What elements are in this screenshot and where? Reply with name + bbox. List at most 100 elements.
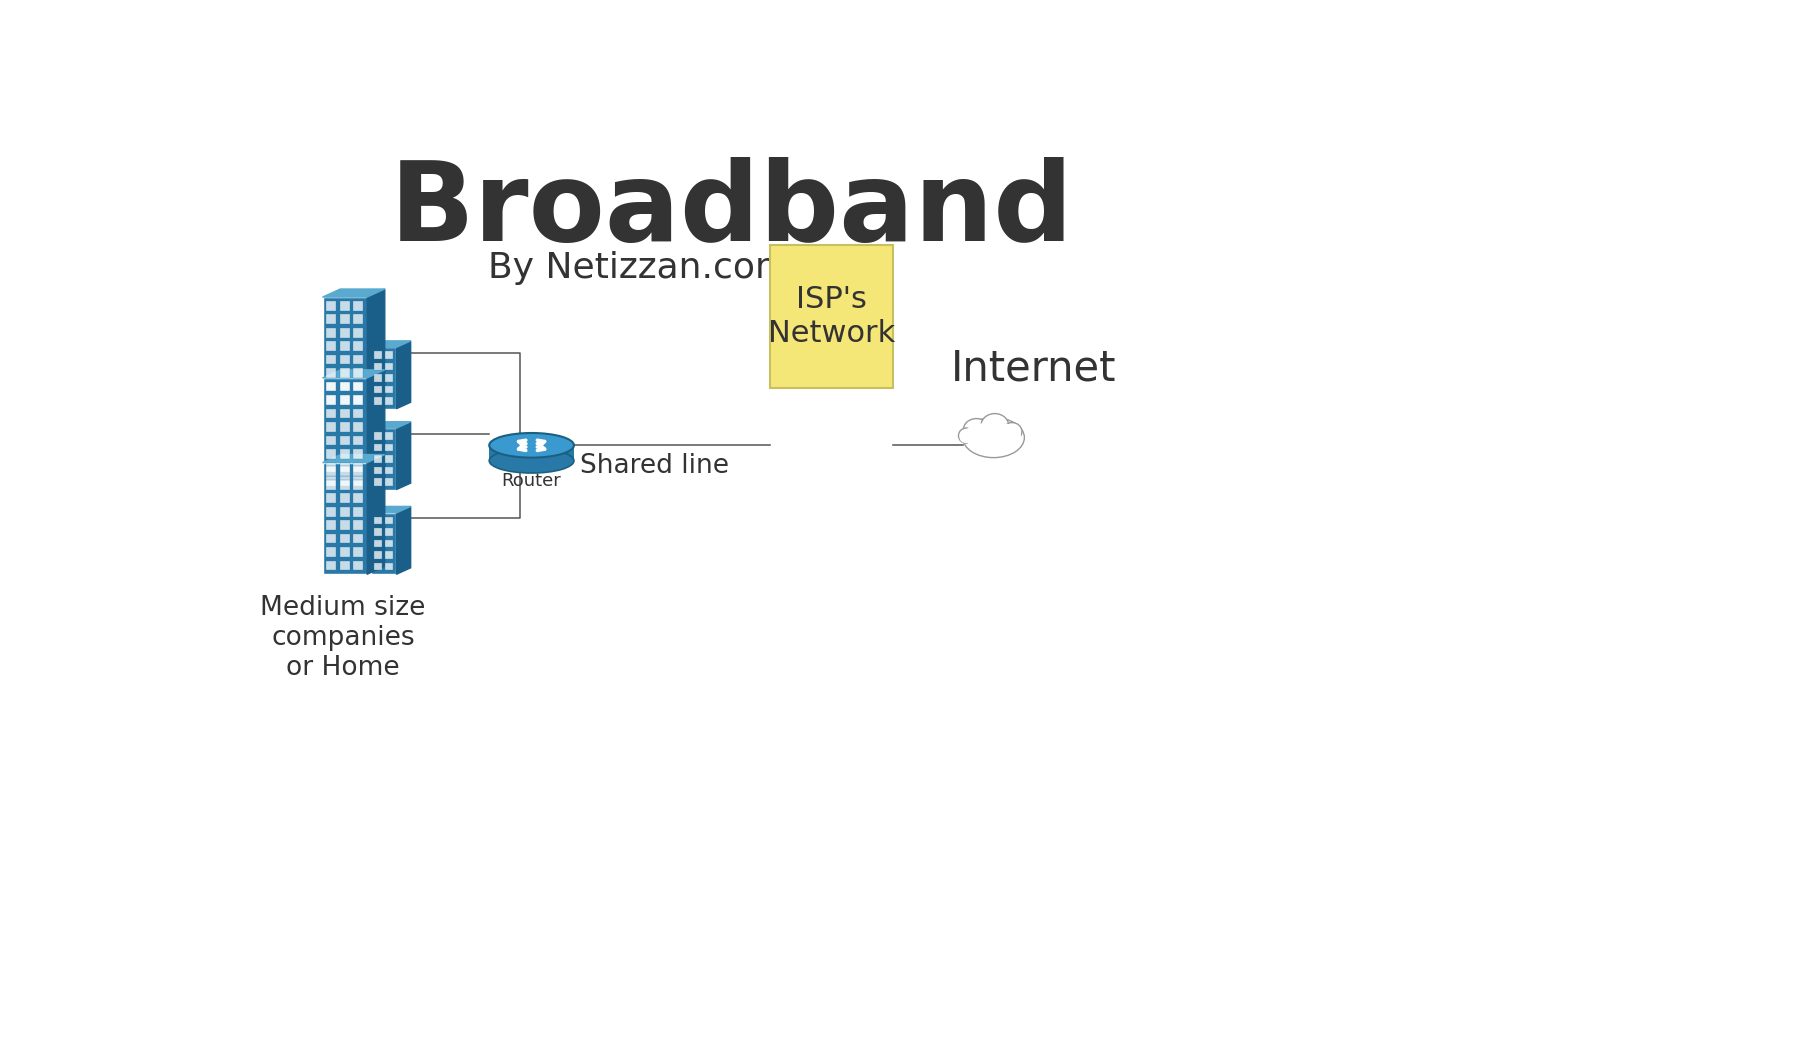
FancyBboxPatch shape xyxy=(339,355,350,365)
FancyBboxPatch shape xyxy=(385,443,392,452)
FancyBboxPatch shape xyxy=(370,512,397,574)
FancyBboxPatch shape xyxy=(354,533,363,544)
FancyBboxPatch shape xyxy=(374,517,381,524)
Text: Shared line: Shared line xyxy=(580,453,729,479)
FancyBboxPatch shape xyxy=(354,381,363,391)
FancyBboxPatch shape xyxy=(327,561,336,570)
FancyBboxPatch shape xyxy=(354,381,363,391)
FancyBboxPatch shape xyxy=(339,314,350,324)
FancyBboxPatch shape xyxy=(339,368,350,378)
FancyBboxPatch shape xyxy=(327,436,336,445)
Ellipse shape xyxy=(1001,422,1021,440)
FancyBboxPatch shape xyxy=(354,476,363,485)
Polygon shape xyxy=(370,421,410,429)
FancyBboxPatch shape xyxy=(354,521,363,530)
FancyBboxPatch shape xyxy=(339,561,350,570)
FancyBboxPatch shape xyxy=(354,409,363,418)
FancyBboxPatch shape xyxy=(339,409,350,418)
FancyBboxPatch shape xyxy=(354,314,363,324)
FancyBboxPatch shape xyxy=(354,436,363,445)
FancyBboxPatch shape xyxy=(327,494,336,503)
FancyBboxPatch shape xyxy=(327,409,336,418)
FancyBboxPatch shape xyxy=(374,466,381,475)
Polygon shape xyxy=(366,289,385,409)
FancyBboxPatch shape xyxy=(374,455,381,463)
Polygon shape xyxy=(366,455,385,574)
Ellipse shape xyxy=(965,425,987,440)
FancyBboxPatch shape xyxy=(385,517,392,524)
FancyBboxPatch shape xyxy=(339,476,350,485)
FancyBboxPatch shape xyxy=(374,363,381,370)
FancyBboxPatch shape xyxy=(374,386,381,393)
FancyBboxPatch shape xyxy=(327,507,336,517)
FancyBboxPatch shape xyxy=(385,478,392,485)
FancyBboxPatch shape xyxy=(385,551,392,559)
FancyBboxPatch shape xyxy=(327,301,336,310)
FancyBboxPatch shape xyxy=(374,374,381,381)
FancyBboxPatch shape xyxy=(374,397,381,405)
FancyBboxPatch shape xyxy=(354,342,363,351)
FancyBboxPatch shape xyxy=(339,301,350,310)
FancyBboxPatch shape xyxy=(385,455,392,463)
FancyBboxPatch shape xyxy=(354,395,363,405)
FancyBboxPatch shape xyxy=(354,422,363,432)
FancyBboxPatch shape xyxy=(327,314,336,324)
FancyBboxPatch shape xyxy=(339,507,350,517)
FancyBboxPatch shape xyxy=(327,480,336,489)
FancyBboxPatch shape xyxy=(339,494,350,503)
FancyBboxPatch shape xyxy=(354,561,363,570)
FancyBboxPatch shape xyxy=(354,368,363,378)
FancyBboxPatch shape xyxy=(370,347,397,409)
FancyBboxPatch shape xyxy=(339,547,350,556)
FancyBboxPatch shape xyxy=(385,466,392,475)
Text: By Netizzan.com: By Netizzan.com xyxy=(488,252,791,285)
FancyBboxPatch shape xyxy=(327,328,336,337)
FancyBboxPatch shape xyxy=(354,301,363,310)
FancyBboxPatch shape xyxy=(339,466,350,476)
FancyBboxPatch shape xyxy=(339,328,350,337)
FancyBboxPatch shape xyxy=(374,540,381,547)
Ellipse shape xyxy=(963,417,1025,458)
Polygon shape xyxy=(397,421,410,489)
FancyBboxPatch shape xyxy=(339,521,350,530)
FancyBboxPatch shape xyxy=(385,351,392,358)
FancyBboxPatch shape xyxy=(339,395,350,405)
FancyBboxPatch shape xyxy=(327,395,336,405)
FancyBboxPatch shape xyxy=(385,563,392,570)
FancyBboxPatch shape xyxy=(354,466,363,476)
FancyBboxPatch shape xyxy=(370,429,397,489)
FancyBboxPatch shape xyxy=(490,445,573,461)
FancyBboxPatch shape xyxy=(339,395,350,405)
Ellipse shape xyxy=(490,433,573,458)
FancyBboxPatch shape xyxy=(327,381,336,391)
FancyBboxPatch shape xyxy=(354,450,363,459)
FancyBboxPatch shape xyxy=(327,533,336,544)
FancyBboxPatch shape xyxy=(354,480,363,489)
FancyBboxPatch shape xyxy=(327,462,336,473)
FancyBboxPatch shape xyxy=(374,351,381,358)
FancyBboxPatch shape xyxy=(327,368,336,378)
FancyBboxPatch shape xyxy=(339,480,350,489)
FancyBboxPatch shape xyxy=(374,563,381,570)
FancyBboxPatch shape xyxy=(327,381,336,391)
FancyBboxPatch shape xyxy=(327,521,336,530)
Polygon shape xyxy=(397,341,410,409)
FancyBboxPatch shape xyxy=(354,395,363,405)
FancyBboxPatch shape xyxy=(354,494,363,503)
FancyBboxPatch shape xyxy=(385,363,392,370)
FancyBboxPatch shape xyxy=(327,342,336,351)
Polygon shape xyxy=(397,506,410,574)
FancyBboxPatch shape xyxy=(339,533,350,544)
FancyBboxPatch shape xyxy=(327,450,336,459)
FancyBboxPatch shape xyxy=(385,540,392,547)
FancyBboxPatch shape xyxy=(339,422,350,432)
FancyBboxPatch shape xyxy=(327,466,336,476)
FancyBboxPatch shape xyxy=(354,547,363,556)
FancyBboxPatch shape xyxy=(323,378,366,489)
FancyBboxPatch shape xyxy=(374,478,381,485)
FancyBboxPatch shape xyxy=(385,432,392,440)
FancyBboxPatch shape xyxy=(385,374,392,381)
FancyBboxPatch shape xyxy=(354,355,363,365)
FancyBboxPatch shape xyxy=(771,245,894,388)
Polygon shape xyxy=(323,289,385,297)
